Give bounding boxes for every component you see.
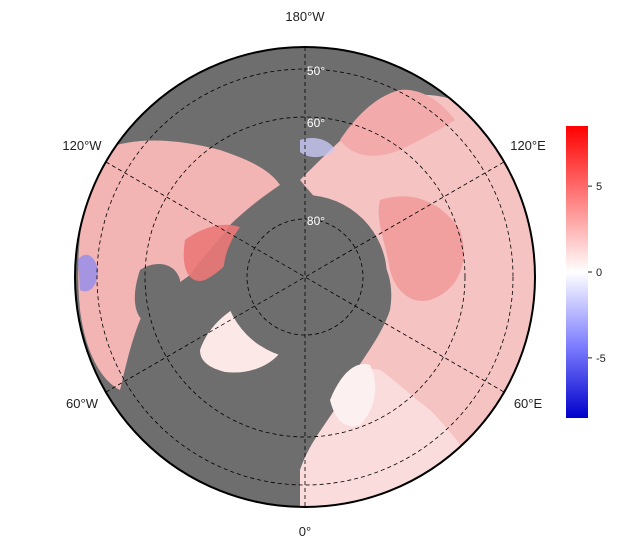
lon-label-60e: 60°E xyxy=(514,396,543,411)
cool-patch-north xyxy=(300,138,335,158)
lat-label-80: 80° xyxy=(307,214,325,228)
parallel-80 xyxy=(246,218,364,336)
lon-label-120w: 120°W xyxy=(62,138,102,153)
parallel-60 xyxy=(144,116,466,438)
colorbar-gradient xyxy=(566,126,588,418)
graticule xyxy=(96,47,514,507)
colorbar: 5 0 -5 xyxy=(566,126,606,418)
cool-patch-west xyxy=(78,254,98,292)
lat-label-60: 60° xyxy=(307,116,325,130)
land-north-america xyxy=(78,140,281,390)
colorbar-tick-label: 0 xyxy=(596,267,602,279)
lon-label-180: 180°W xyxy=(285,9,325,24)
lon-label-120e: 120°E xyxy=(510,138,546,153)
colorbar-tick-label: -5 xyxy=(596,353,606,365)
hudson-bay xyxy=(134,264,181,325)
land-scandinavia xyxy=(330,364,376,427)
land-chukotka xyxy=(340,89,455,156)
lon-label-60w: 60°W xyxy=(66,396,99,411)
lon-label-0: 0° xyxy=(299,524,311,539)
map-frame xyxy=(74,46,536,508)
colorbar-tick-label: 5 xyxy=(596,181,602,193)
warm-patch-archipelago xyxy=(183,224,245,281)
colorbar-ticks: 5 0 -5 xyxy=(588,181,606,365)
parallel-50 xyxy=(96,68,514,486)
lat-label-50: 50° xyxy=(307,64,325,78)
